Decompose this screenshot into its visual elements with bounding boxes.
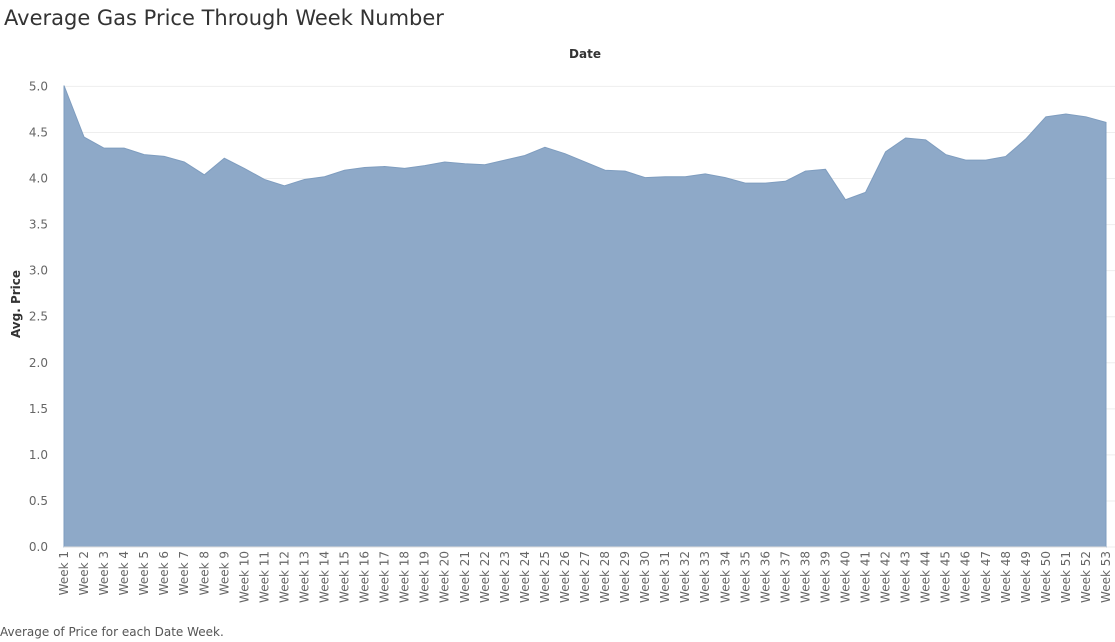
- x-tick-label: Week 19: [418, 551, 432, 603]
- x-tick-label: Week 36: [758, 551, 772, 603]
- area-fill: [63, 85, 1107, 548]
- y-tick-label: 0.5: [29, 494, 48, 508]
- x-tick-label: Week 53: [1099, 551, 1113, 603]
- x-tick-label: Week 51: [1059, 551, 1073, 603]
- x-tick-label: Week 12: [277, 551, 291, 603]
- x-tick-label: Week 22: [478, 551, 492, 603]
- x-tick-label: Week 5: [137, 551, 151, 595]
- y-tick-label: 3.5: [29, 218, 48, 232]
- chart-caption: Average of Price for each Date Week.: [0, 625, 224, 639]
- x-tick-label: Week 52: [1079, 551, 1093, 603]
- x-tick-label: Week 18: [398, 551, 412, 603]
- y-axis-title: Avg. Price: [9, 270, 23, 338]
- x-tick-label: Week 20: [438, 551, 452, 603]
- x-tick-label: Week 17: [378, 551, 392, 603]
- x-tick-label: Week 48: [999, 551, 1013, 603]
- x-tick-label: Week 31: [658, 551, 672, 603]
- x-tick-label: Week 49: [1019, 551, 1033, 603]
- x-tick-label: Week 29: [618, 551, 632, 603]
- x-tick-label: Week 38: [798, 551, 812, 603]
- x-tick-label: Week 7: [177, 551, 191, 595]
- x-tick-label: Week 10: [237, 551, 251, 603]
- y-tick-label: 2.0: [29, 356, 48, 370]
- x-tick-label: Week 9: [217, 551, 231, 595]
- x-tick-label: Week 3: [97, 551, 111, 595]
- x-tick-label: Week 26: [558, 551, 572, 603]
- x-tick-label: Week 24: [518, 551, 532, 603]
- x-tick-label: Week 35: [738, 551, 752, 603]
- x-tick-label: Week 16: [358, 551, 372, 603]
- y-tick-label: 4.0: [29, 172, 48, 186]
- x-tick-label: Week 37: [778, 551, 792, 603]
- y-tick-label: 1.0: [29, 448, 48, 462]
- x-tick-label: Week 27: [578, 551, 592, 603]
- x-tick-label: Week 44: [919, 551, 933, 603]
- x-tick-label: Week 47: [979, 551, 993, 603]
- x-tick-label: Week 14: [318, 551, 332, 603]
- area-series: [63, 85, 1107, 548]
- y-tick-label: 2.5: [29, 310, 48, 324]
- x-tick-label: Week 2: [77, 551, 91, 595]
- x-tick-label: Week 25: [538, 551, 552, 603]
- x-tick-label: Week 15: [338, 551, 352, 603]
- x-tick-label: Week 4: [117, 551, 131, 595]
- x-tick-label: Week 50: [1039, 551, 1053, 603]
- x-tick-label: Week 45: [939, 551, 953, 603]
- y-tick-label: 0.0: [29, 540, 48, 554]
- x-tick-label: Week 30: [638, 551, 652, 603]
- x-axis-ticks: Week 1 Week 2 Week 3 Week 4 Week 5 Week 6 Week…: [57, 551, 1113, 603]
- y-tick-label: 3.0: [29, 264, 48, 278]
- x-tick-label: Week 39: [818, 551, 832, 603]
- x-tick-label: Week 41: [859, 551, 873, 603]
- x-tick-label: Week 13: [297, 551, 311, 603]
- column-header: Date: [569, 47, 601, 61]
- x-tick-label: Week 46: [959, 551, 973, 603]
- x-tick-label: Week 43: [899, 551, 913, 603]
- x-tick-label: Week 1: [57, 551, 71, 595]
- x-tick-label: Week 32: [678, 551, 692, 603]
- x-tick-label: Week 40: [839, 551, 853, 603]
- x-tick-label: Week 28: [598, 551, 612, 603]
- x-tick-label: Week 8: [197, 551, 211, 595]
- x-tick-label: Week 6: [157, 551, 171, 595]
- y-tick-label: 1.5: [29, 402, 48, 416]
- y-axis-ticks: 0.0 0.5 1.0 1.5 2.0 2.5 3.0 3.5 4.0 4.5 5.0: [29, 79, 48, 554]
- y-tick-label: 4.5: [29, 125, 48, 139]
- x-tick-label: Week 42: [879, 551, 893, 603]
- x-tick-label: Week 21: [458, 551, 472, 603]
- x-tick-label: Week 23: [498, 551, 512, 603]
- x-tick-label: Week 11: [257, 551, 271, 603]
- chart-title: Average Gas Price Through Week Number: [4, 6, 444, 30]
- y-tick-label: 5.0: [29, 79, 48, 93]
- x-tick-label: Week 34: [718, 551, 732, 603]
- x-tick-label: Week 33: [698, 551, 712, 603]
